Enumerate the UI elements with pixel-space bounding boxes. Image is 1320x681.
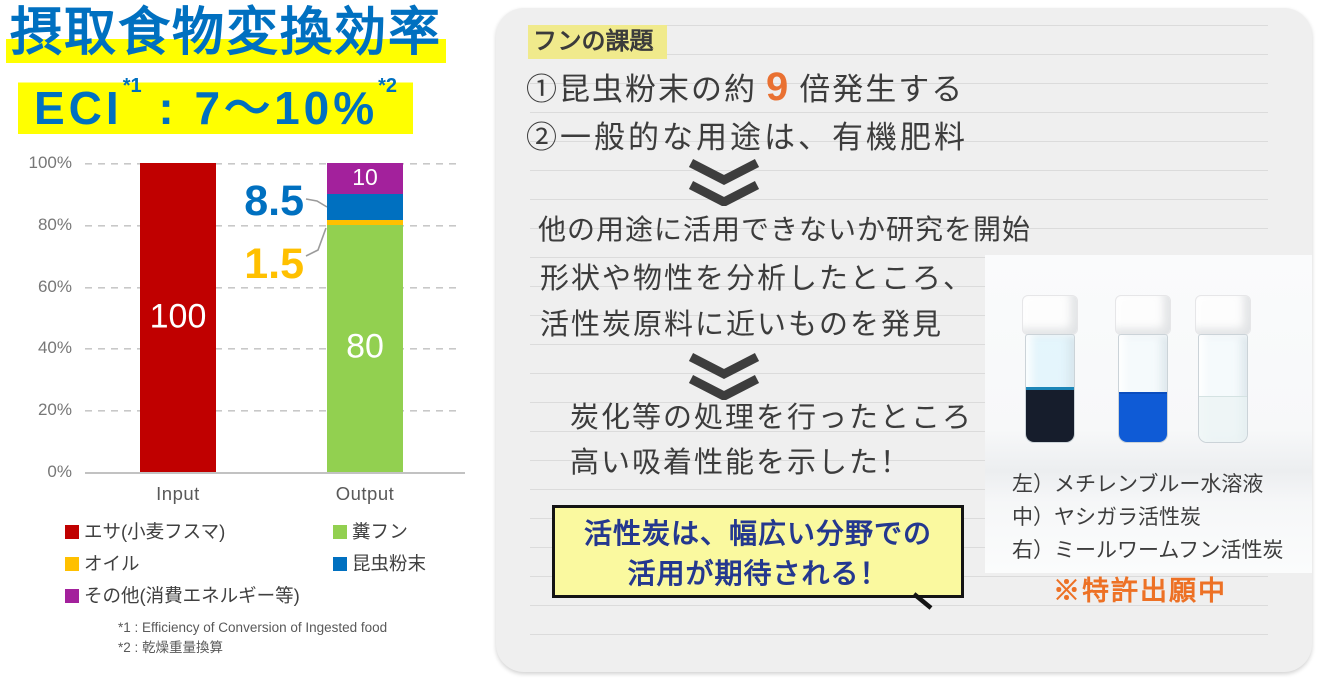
page-title: 摂取食物変換効率 — [6, 4, 447, 64]
bar-segment: 100 — [140, 163, 216, 472]
legend-item: エサ(小麦フスマ) — [65, 518, 225, 544]
gridline — [85, 163, 457, 165]
bar-value-label: 100 — [149, 297, 207, 336]
patent-pending-note: ※特許出願中 — [1053, 576, 1227, 606]
legend-label: エサ(小麦フスマ) — [84, 521, 226, 542]
vial-liquid-blue — [1119, 392, 1167, 442]
gridline — [85, 224, 457, 227]
callout-oil-value: 1.5 — [244, 240, 304, 288]
gridline — [85, 286, 457, 289]
bar-output: 80 10 — [327, 163, 403, 472]
vial-liquid-dark — [1026, 387, 1074, 442]
bar-segment: 80 — [327, 224, 403, 472]
legend-label: その他(消費エネルギー等) — [84, 585, 300, 606]
step-research-start: 他の用途に活用できないか研究を開始 — [538, 215, 1032, 246]
conclusion-line-2: 活用が期待される！ — [627, 558, 889, 590]
problem-1: ①昆虫粉末の約 9 倍発生する — [526, 64, 964, 110]
vial-methylene-blue-solution — [1022, 295, 1078, 445]
times-nine-number: 9 — [766, 65, 791, 109]
footnotes: *1 : Efficiency of Conversion of Ingeste… — [118, 618, 387, 657]
footnote-2: *2 : 乾燥重量換算 — [118, 639, 224, 655]
legend-swatch — [65, 589, 79, 603]
vial-glass — [1118, 334, 1168, 443]
y-tick-label: 0% — [47, 462, 72, 481]
y-tick-label: 100% — [28, 153, 72, 172]
legend-item: その他(消費エネルギー等) — [65, 582, 300, 608]
y-tick-label: 80% — [37, 214, 72, 234]
panel-heading: フンの課題 — [528, 21, 668, 59]
legend-item: 昆虫粉末 — [333, 550, 426, 576]
bar-value-label: 80 — [346, 328, 384, 367]
legend-swatch — [333, 557, 347, 571]
x-axis-label: Output — [335, 483, 395, 504]
vial-coconut-activated-carbon — [1115, 295, 1171, 445]
callout-tail — [912, 592, 933, 610]
x-axis-line — [85, 472, 465, 474]
gridline — [85, 410, 457, 413]
step-analysis-1: 形状や物性を分析したところ、 — [540, 263, 975, 295]
step-adsorption: 高い吸着性能を示した！ — [570, 447, 912, 479]
legend-label: オイル — [84, 553, 140, 574]
footnote-mark-1: *1 — [122, 74, 142, 97]
legend-swatch — [65, 525, 79, 539]
legend-label: 糞フン — [352, 521, 408, 542]
x-axis-label: Input — [156, 483, 200, 504]
bar-input: 100 — [140, 163, 216, 472]
notes-panel: フンの課題 ①昆虫粉末の約 9 倍発生する ②一般的な用途は、有機肥料 他の用途に活… — [496, 8, 1312, 672]
bar-segment — [327, 220, 403, 225]
conclusion-box: 活性炭は、幅広い分野での 活用が期待される！ — [552, 505, 964, 610]
problem-2: ②一般的な用途は、有機肥料 — [526, 120, 968, 155]
photo-captions: 左）メチレンブルー水溶液 中）ヤシガラ活性炭 右）ミールワームフン活性炭 — [1012, 469, 1284, 568]
eci-label: ECI — [34, 82, 123, 134]
conclusion-line-1: 活性炭は、幅広い分野での — [583, 519, 932, 550]
chart-legend: エサ(小麦フスマ) オイルその他(消費エネルギー等) 糞フン昆虫粉末 — [0, 518, 492, 614]
bar-segment: 10 — [327, 163, 403, 194]
legend-label: 昆虫粉末 — [352, 553, 427, 574]
vials-photo — [985, 255, 1312, 573]
caption-right: 右）ミールワームフン活性炭 — [1012, 538, 1284, 562]
vial-glass — [1198, 334, 1248, 443]
legend-swatch — [333, 525, 347, 539]
down-chevron-arrow — [688, 158, 760, 206]
chart-section: 摂取食物変換効率 ECI*1 : 7～10%*2 8.5 1.5 100% 80%… — [0, 0, 492, 681]
step-carbonization: 炭化等の処理を行ったところ — [570, 402, 974, 434]
vial-cap — [1022, 295, 1078, 335]
eci-separator: : — [141, 82, 195, 134]
footnote-1: *1 : Efficiency of Conversion of Ingeste… — [118, 620, 388, 635]
y-tick-label: 60% — [37, 276, 72, 296]
vial-cap — [1115, 295, 1171, 335]
step-analysis-2: 活性炭原料に近いものを発見 — [540, 309, 944, 341]
eci-subtitle: ECI*1 : 7～10%*2 — [18, 72, 414, 138]
legend-swatch — [65, 557, 79, 571]
vial-cap — [1195, 295, 1251, 335]
panel-heading-text: フンの課題 — [528, 25, 668, 59]
legend-item: オイル — [65, 550, 140, 576]
callout-insect-powder-value: 8.5 — [244, 177, 304, 225]
problem-1-post: 倍発生する — [799, 72, 965, 107]
vial-mealworm-frass-carbon — [1195, 295, 1251, 445]
bar-value-label: 10 — [352, 164, 378, 191]
legend-item: 糞フン — [333, 518, 408, 544]
bar-segment — [327, 193, 403, 221]
problem-1-pre: ①昆虫粉末の約 — [526, 72, 757, 107]
eci-range: 7～10% — [194, 82, 379, 134]
down-chevron-arrow — [688, 352, 760, 400]
caption-middle: 中）ヤシガラ活性炭 — [1012, 505, 1201, 529]
stacked-bar-chart: 8.5 1.5 100% 80% 60% 40% 20% 0% 100 Input 80 10 Ou… — [0, 140, 492, 520]
caption-left: 左）メチレンブルー水溶液 — [1012, 473, 1264, 496]
gridline — [85, 348, 457, 351]
footnote-mark-2: *2 — [378, 74, 398, 97]
y-tick-label: 20% — [37, 400, 72, 420]
vial-glass — [1025, 334, 1075, 443]
vial-liquid-clear — [1199, 396, 1247, 442]
y-tick-label: 40% — [37, 338, 72, 358]
